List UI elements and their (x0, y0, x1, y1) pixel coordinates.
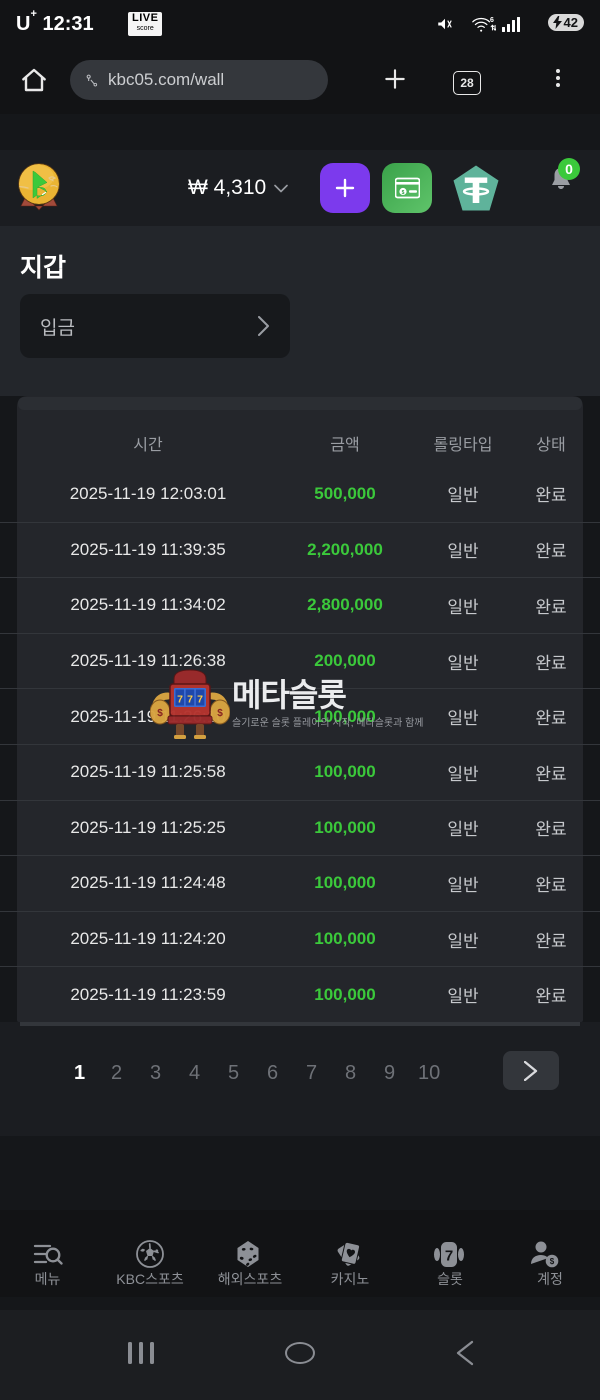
svg-text:7: 7 (197, 693, 203, 705)
svg-text:7: 7 (445, 1248, 453, 1265)
svg-text:$: $ (550, 1257, 555, 1266)
svg-text:$: $ (157, 708, 163, 719)
svg-text:6: 6 (490, 17, 494, 24)
svg-text:7: 7 (177, 693, 183, 705)
svg-text:7: 7 (187, 693, 193, 705)
svg-text:$: $ (401, 190, 404, 196)
svg-text:$: $ (217, 708, 223, 719)
